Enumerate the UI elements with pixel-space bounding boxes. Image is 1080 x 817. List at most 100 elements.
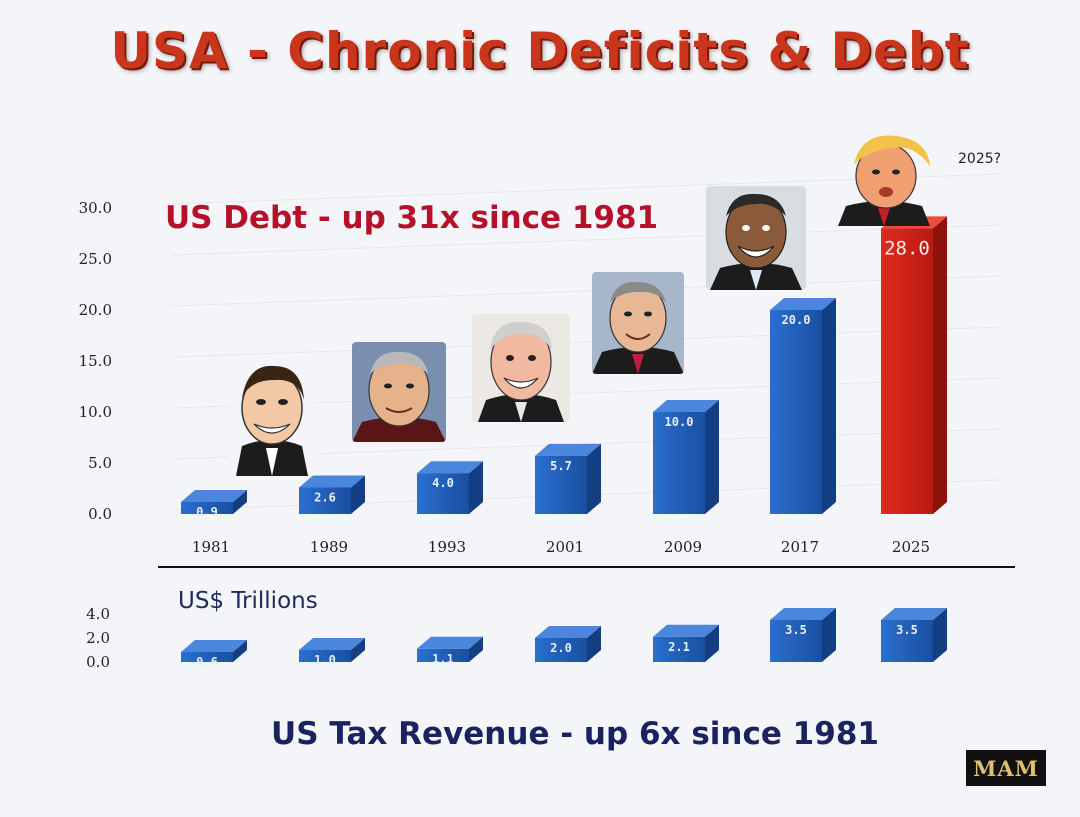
debt-y-tick: 20.0	[79, 301, 112, 319]
debt-value-label: 2.6	[314, 490, 336, 504]
debt-x-tick: 2009	[664, 538, 702, 556]
revenue-bar-front	[770, 620, 822, 662]
obama-caricature-icon	[706, 186, 806, 290]
revenue-bar-top	[417, 636, 483, 649]
debt-y-tick: 10.0	[79, 403, 112, 421]
debt-bar-2009: 10.0	[653, 400, 719, 514]
mam-logo: MAM	[966, 750, 1046, 786]
debt-bar-2001: 5.7	[535, 443, 601, 514]
revenue-bar-top	[881, 608, 947, 620]
debt-bar-2017: 20.0	[770, 298, 836, 514]
revenue-value-label: 3.5	[896, 623, 918, 637]
debt-x-tick: 1981	[192, 538, 230, 556]
debt-bar-top	[535, 443, 601, 456]
revenue-bar-front	[181, 652, 233, 662]
debt-bar-top	[653, 400, 719, 412]
debt-value-label: 28.0	[884, 237, 930, 259]
debt-bar-front	[653, 412, 705, 514]
revenue-bar-front	[535, 638, 587, 662]
revenue-bar-front	[417, 648, 469, 662]
future-year-label: 2025?	[958, 151, 1002, 167]
revenue-value-label: 1.0	[314, 653, 336, 667]
revenue-bar-top	[770, 608, 836, 620]
debt-bars: 0.9 2.6 4.0 5.7 10.0 20.0 28.0	[181, 216, 947, 519]
debt-x-tick: 2025	[892, 538, 930, 556]
debt-value-label: 20.0	[782, 313, 811, 327]
debt-value-label: 0.9	[196, 505, 218, 519]
debt-bar-side	[233, 490, 247, 514]
debt-x-axis: 1981 1989 1993 2001 2009 2017 2025	[192, 538, 930, 556]
revenue-value-label: 0.6	[196, 655, 218, 669]
revenue-value-label: 1.1	[432, 652, 454, 666]
debt-grid-line	[171, 326, 1001, 358]
unit-label: US$ Trillions	[178, 588, 318, 614]
revenue-value-label: 3.5	[785, 623, 807, 637]
revenue-bar-2017: 3.5	[770, 608, 836, 662]
revenue-bar-2025: 3.5	[881, 608, 947, 662]
debt-x-tick: 1989	[310, 538, 348, 556]
debt-grid-line	[171, 275, 1001, 307]
debt-y-tick: 30.0	[79, 199, 112, 217]
debt-bar-1993: 4.0	[417, 461, 483, 514]
revenue-y-tick: 4.0	[86, 605, 110, 623]
debt-value-label: 10.0	[665, 415, 694, 429]
revenue-y-tick: 0.0	[86, 653, 110, 671]
debt-bar-side	[469, 461, 483, 514]
revenue-bar-side	[351, 638, 365, 662]
debt-bar-side	[351, 475, 365, 514]
revenue-bar-side	[705, 624, 719, 662]
trump-caricature-icon	[838, 135, 930, 226]
revenue-bars: 0.6 1.0 1.1 2.0 2.1 3.5 3.5	[181, 608, 947, 669]
debt-x-tick: 2001	[546, 538, 584, 556]
debt-bar-1981: 0.9	[181, 490, 247, 519]
revenue-bar-front	[653, 636, 705, 662]
revenue-value-label: 2.1	[668, 640, 690, 654]
revenue-bar-side	[233, 640, 247, 662]
debt-bar-side	[822, 298, 836, 514]
revenue-value-label: 2.0	[550, 641, 572, 655]
debt-bar-top	[299, 475, 365, 488]
debt-bar-front	[299, 487, 351, 514]
debt-bar-front	[417, 473, 469, 514]
revenue-bar-top	[535, 626, 601, 638]
revenue-bar-2009: 2.1	[653, 624, 719, 662]
debt-bar-side	[933, 216, 947, 514]
debt-y-tick: 25.0	[79, 250, 112, 268]
bush-jr-caricature-icon	[592, 272, 684, 374]
debt-annotation: US Debt - up 31x since 1981	[165, 200, 659, 236]
revenue-bar-side	[933, 608, 947, 662]
revenue-y-axis: 0.0 2.0 4.0	[86, 605, 110, 671]
debt-bar-side	[705, 400, 719, 514]
revenue-bar-2001: 2.0	[535, 626, 601, 662]
debt-bar-front	[770, 310, 822, 514]
revenue-bar-front	[881, 620, 933, 662]
debt-bar-front	[535, 455, 587, 514]
debt-grid-line	[171, 224, 1001, 256]
revenue-bar-side	[469, 636, 483, 662]
bush-sr-caricature-icon	[352, 342, 446, 442]
debt-bar-front	[181, 502, 233, 514]
debt-y-tick: 0.0	[88, 505, 112, 523]
debt-value-label: 4.0	[432, 476, 454, 490]
revenue-bar-1981: 0.6	[181, 640, 247, 669]
reagan-caricature-icon	[228, 358, 316, 476]
revenue-annotation: US Tax Revenue - up 6x since 1981	[271, 716, 879, 752]
debt-bar-side	[587, 443, 601, 514]
debt-x-tick: 1993	[428, 538, 466, 556]
debt-y-axis: 0.0 5.0 10.0 15.0 20.0 25.0 30.0	[79, 199, 112, 523]
debt-y-tick: 5.0	[88, 454, 112, 472]
revenue-bar-top	[653, 624, 719, 637]
revenue-bar-top	[181, 640, 247, 652]
revenue-bar-top	[299, 638, 365, 650]
revenue-bar-1989: 1.0	[299, 638, 365, 667]
debt-y-tick: 15.0	[79, 352, 112, 370]
debt-bar-2025: 28.0	[881, 216, 947, 514]
debt-bar-top	[770, 298, 836, 310]
revenue-bar-side	[822, 608, 836, 662]
debt-value-label: 5.7	[550, 459, 572, 473]
revenue-bar-1993: 1.1	[417, 636, 483, 666]
debt-x-tick: 2017	[781, 538, 819, 556]
debt-bar-top	[181, 490, 247, 502]
debt-bar-top	[417, 461, 483, 474]
